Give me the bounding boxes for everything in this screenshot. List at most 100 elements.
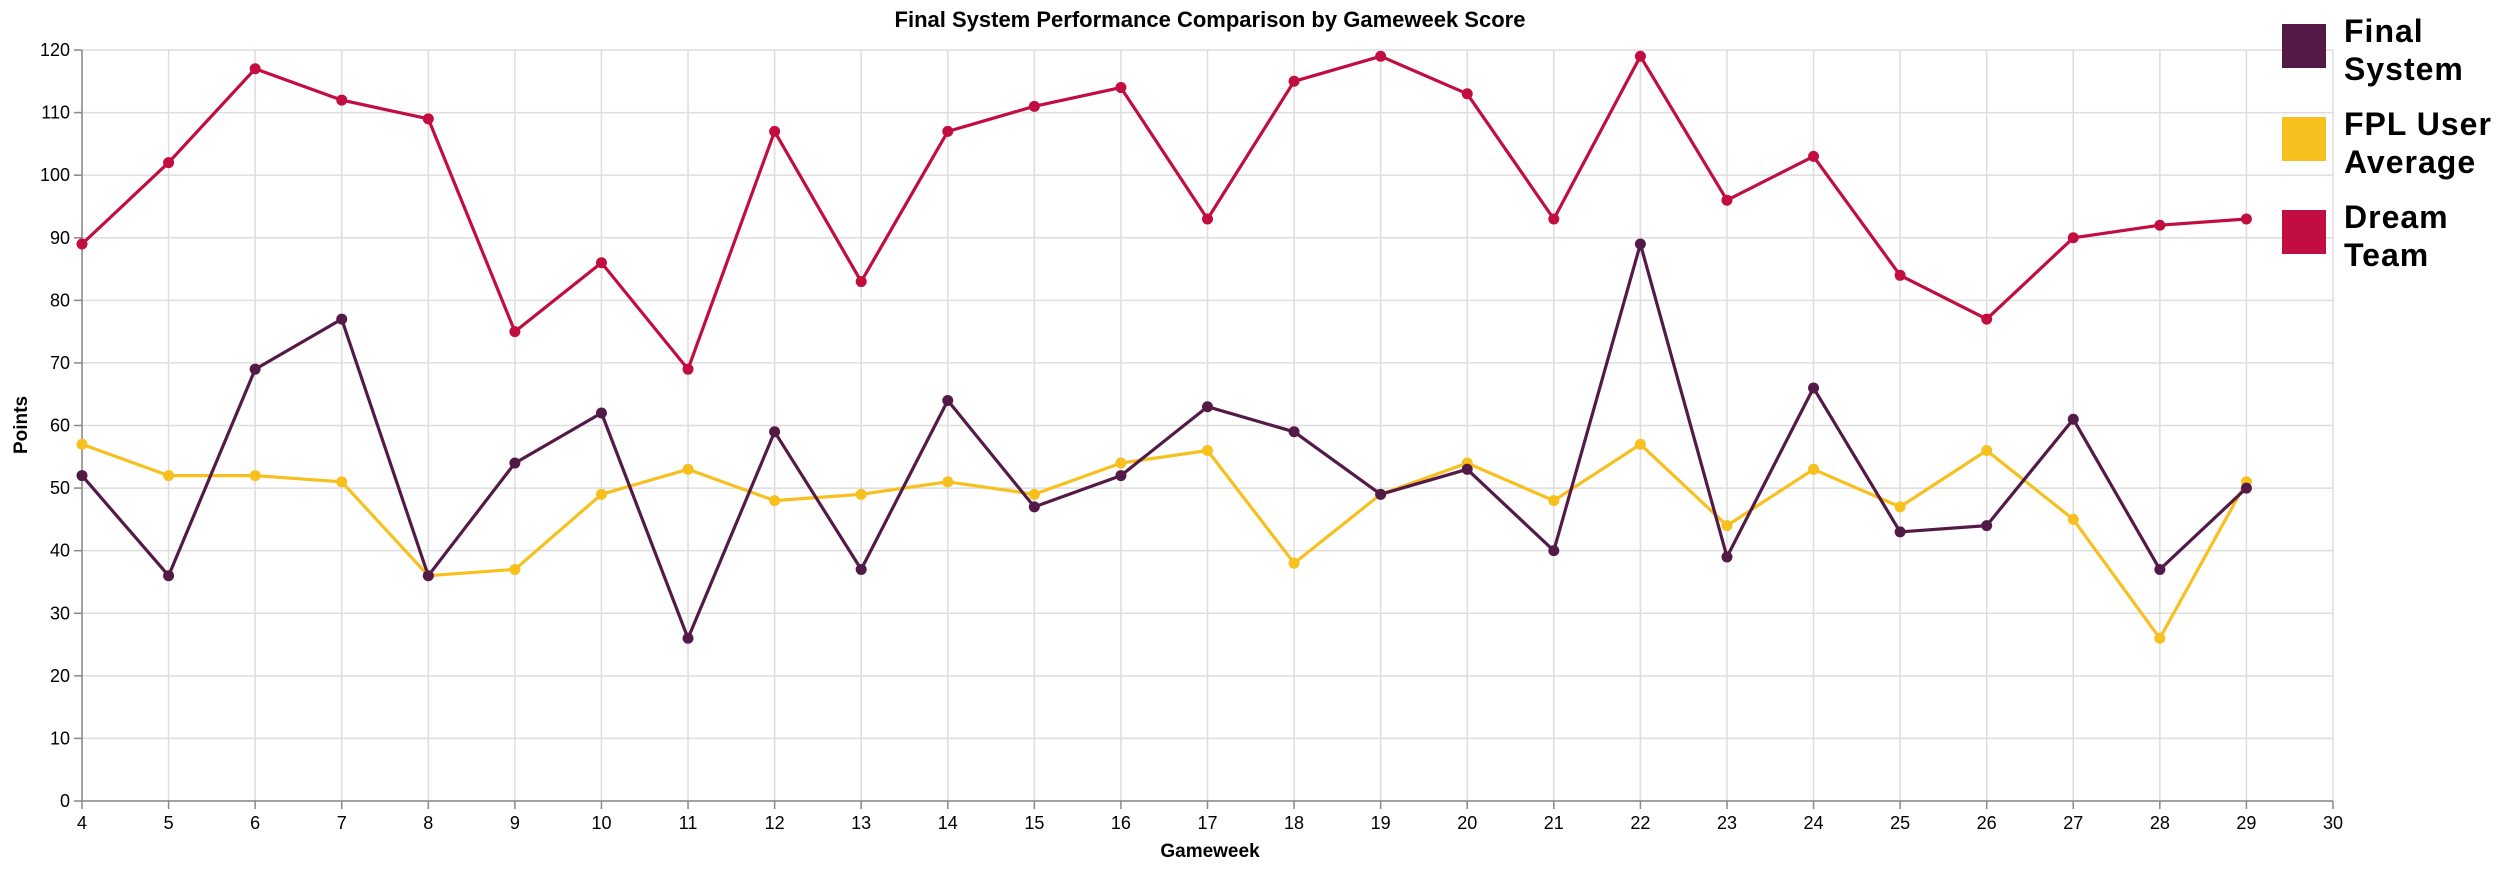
data-point-fpl-user-average bbox=[1202, 445, 1213, 457]
legend-label: Dream Team bbox=[2344, 199, 2449, 273]
data-point-dream-team bbox=[2154, 219, 2166, 231]
y-tick-label: 80 bbox=[50, 290, 70, 310]
x-tick-label: 25 bbox=[1890, 813, 1910, 833]
x-tick-label: 16 bbox=[1111, 813, 1131, 833]
x-tick-label: 5 bbox=[164, 813, 174, 833]
data-point-fpl-user-average bbox=[2067, 513, 2079, 525]
data-point-dream-team bbox=[422, 113, 434, 125]
chart-title: Final System Performance Comparison by G… bbox=[895, 7, 1526, 32]
data-point-fpl-user-average bbox=[1808, 463, 1820, 475]
data-point-final-system bbox=[163, 570, 175, 582]
data-point-final-system bbox=[509, 457, 521, 469]
legend-item-dream-team: Dream Team bbox=[2282, 198, 2502, 274]
data-point-final-system bbox=[1375, 488, 1387, 500]
data-point-fpl-user-average bbox=[249, 470, 261, 482]
data-point-fpl-user-average bbox=[1721, 520, 1733, 532]
data-point-fpl-user-average bbox=[1028, 488, 1040, 500]
legend-item-final-system: Final System bbox=[2282, 12, 2502, 88]
data-point-fpl-user-average bbox=[1634, 438, 1646, 450]
y-axis-title: Points bbox=[11, 396, 32, 454]
data-point-final-system bbox=[1028, 501, 1040, 513]
data-point-final-system bbox=[2067, 413, 2079, 425]
data-point-final-system bbox=[422, 570, 434, 582]
y-tick-label: 90 bbox=[50, 228, 70, 248]
data-point-dream-team bbox=[1808, 150, 1820, 162]
data-point-fpl-user-average bbox=[163, 470, 175, 482]
data-point-fpl-user-average bbox=[1981, 445, 1993, 457]
data-point-final-system bbox=[336, 313, 348, 325]
data-point-fpl-user-average bbox=[1894, 501, 1906, 513]
legend-label: Final System bbox=[2344, 13, 2464, 87]
x-tick-label: 27 bbox=[2063, 813, 2083, 833]
data-point-dream-team bbox=[509, 326, 521, 338]
x-tick-label: 30 bbox=[2323, 813, 2343, 833]
data-point-dream-team bbox=[1115, 82, 1127, 94]
x-tick-label: 13 bbox=[851, 813, 871, 833]
y-tick-label: 0 bbox=[60, 791, 70, 811]
legend-label: FPL User Average bbox=[2344, 106, 2492, 180]
data-point-fpl-user-average bbox=[1115, 457, 1127, 469]
x-tick-label: 28 bbox=[2150, 813, 2170, 833]
x-tick-label: 7 bbox=[337, 813, 347, 833]
x-tick-label: 29 bbox=[2236, 813, 2256, 833]
data-point-dream-team bbox=[942, 125, 954, 137]
series-lines bbox=[80, 54, 2248, 640]
y-tick-label: 20 bbox=[50, 666, 70, 686]
data-point-final-system bbox=[682, 632, 694, 644]
data-point-dream-team bbox=[1028, 100, 1040, 112]
data-point-fpl-user-average bbox=[2154, 632, 2166, 644]
data-point-dream-team bbox=[336, 94, 348, 106]
data-point-dream-team bbox=[1461, 88, 1473, 100]
data-point-fpl-user-average bbox=[942, 476, 954, 488]
data-point-dream-team bbox=[1634, 50, 1646, 62]
data-point-dream-team bbox=[1375, 50, 1387, 62]
data-point-final-system bbox=[595, 407, 607, 419]
data-point-final-system bbox=[2240, 482, 2252, 494]
data-point-fpl-user-average bbox=[769, 495, 781, 507]
x-tick-label: 21 bbox=[1544, 813, 1564, 833]
y-tick-label: 10 bbox=[50, 728, 70, 748]
x-tick-label: 9 bbox=[510, 813, 520, 833]
x-tick-label: 11 bbox=[679, 813, 698, 833]
y-tick-label: 60 bbox=[50, 416, 70, 436]
series-line-dream-team bbox=[80, 54, 2247, 371]
data-point-fpl-user-average bbox=[855, 488, 867, 500]
y-tick-label: 100 bbox=[40, 165, 70, 185]
x-tick-label: 15 bbox=[1024, 813, 1044, 833]
series-points bbox=[76, 50, 2252, 644]
legend-swatch bbox=[2282, 24, 2326, 68]
series-line-fpl-user-average bbox=[81, 442, 2248, 640]
x-tick-label: 24 bbox=[1804, 813, 1824, 833]
data-point-fpl-user-average bbox=[76, 438, 88, 450]
x-tick-label: 6 bbox=[250, 813, 260, 833]
data-point-dream-team bbox=[855, 276, 867, 288]
data-point-final-system bbox=[1808, 382, 1820, 394]
x-axis-title: Gameweek bbox=[1160, 841, 1260, 862]
data-point-final-system bbox=[855, 563, 867, 575]
data-point-dream-team bbox=[2067, 232, 2079, 244]
data-point-final-system bbox=[2154, 563, 2166, 575]
data-point-fpl-user-average bbox=[336, 476, 348, 488]
y-tick-label: 30 bbox=[50, 603, 70, 623]
y-tick-label: 40 bbox=[50, 541, 70, 561]
x-tick-label: 17 bbox=[1197, 813, 1217, 833]
y-tick-label: 70 bbox=[50, 353, 70, 373]
data-point-dream-team bbox=[1721, 194, 1733, 206]
legend-item-fpl-user-average: FPL User Average bbox=[2282, 105, 2502, 181]
series-line-final-system bbox=[80, 242, 2248, 640]
data-point-fpl-user-average bbox=[682, 463, 694, 475]
data-point-dream-team bbox=[1548, 213, 1560, 225]
data-point-final-system bbox=[1548, 545, 1560, 557]
x-tick-label: 18 bbox=[1284, 813, 1304, 833]
data-point-dream-team bbox=[1288, 75, 1300, 87]
data-point-dream-team bbox=[769, 125, 781, 137]
x-tick-label: 19 bbox=[1371, 813, 1391, 833]
grid bbox=[81, 49, 2334, 802]
data-point-dream-team bbox=[1981, 313, 1993, 325]
data-point-final-system bbox=[76, 470, 88, 482]
data-point-dream-team bbox=[2240, 213, 2252, 225]
x-tick-label: 14 bbox=[938, 813, 958, 833]
data-point-fpl-user-average bbox=[1548, 495, 1560, 507]
data-point-fpl-user-average bbox=[509, 563, 521, 575]
